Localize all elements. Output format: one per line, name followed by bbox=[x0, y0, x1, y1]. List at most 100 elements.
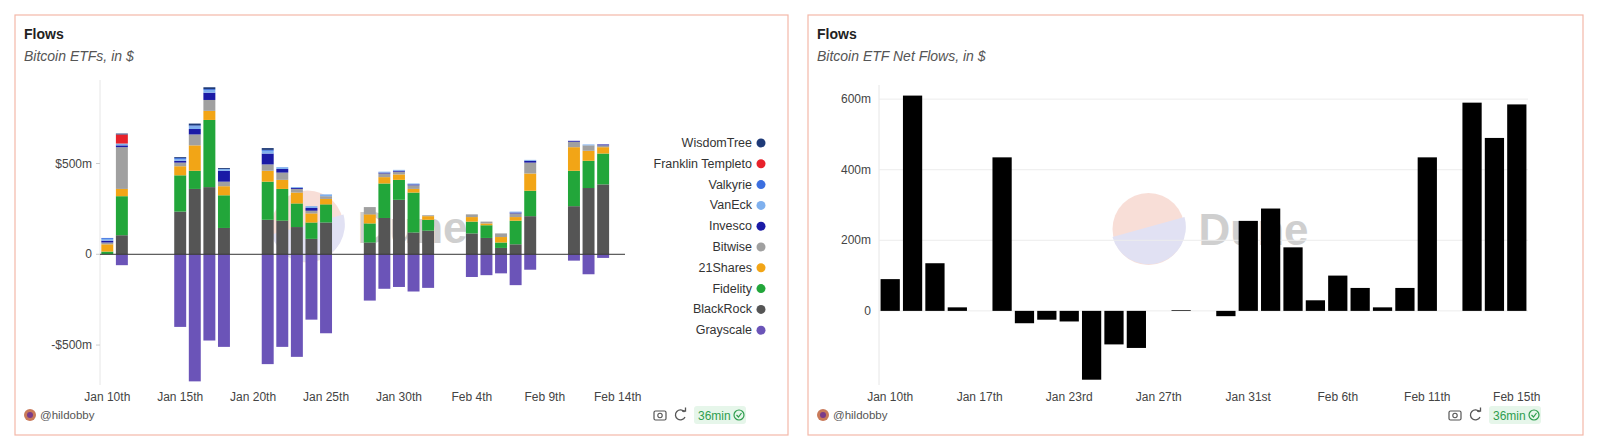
bar-segment bbox=[203, 120, 215, 187]
bar-segment bbox=[378, 218, 390, 254]
bar-segment bbox=[291, 193, 303, 204]
bar-segment bbox=[510, 244, 522, 254]
bar-segment bbox=[364, 207, 376, 208]
bar-segment bbox=[262, 254, 274, 364]
bar-segment bbox=[276, 180, 288, 189]
legend-swatch bbox=[757, 243, 766, 252]
bar-segment bbox=[524, 159, 536, 160]
bar-segment bbox=[510, 212, 522, 214]
bar-segment bbox=[583, 188, 595, 254]
bar bbox=[1104, 311, 1123, 345]
bar-segment bbox=[480, 221, 492, 222]
bar-segment bbox=[262, 182, 274, 220]
baseline bbox=[100, 254, 625, 255]
status-badge bbox=[1489, 406, 1541, 424]
bar-segment bbox=[568, 140, 580, 141]
bar-segment bbox=[291, 187, 303, 188]
bar-segment bbox=[174, 166, 186, 175]
bar-segment bbox=[480, 238, 492, 254]
y-tick-label: $500m bbox=[55, 157, 92, 171]
bar-segment bbox=[364, 207, 376, 208]
legend-swatch bbox=[757, 222, 766, 231]
legend-swatch bbox=[757, 180, 766, 189]
x-tick-label: Feb 14th bbox=[594, 390, 641, 404]
bar-segment bbox=[524, 159, 536, 160]
bar bbox=[1216, 311, 1235, 316]
bar-segment bbox=[480, 221, 492, 222]
bar-segment bbox=[378, 254, 390, 288]
tick-mark bbox=[96, 345, 100, 346]
bar-segment bbox=[408, 185, 420, 189]
bar-segment bbox=[510, 211, 522, 212]
bar-segment bbox=[422, 216, 434, 220]
refresh-icon bbox=[1477, 408, 1481, 412]
status-text: 36min bbox=[1493, 409, 1526, 423]
bar-segment bbox=[524, 163, 536, 174]
status-icon bbox=[1532, 413, 1537, 417]
bar-segment bbox=[422, 215, 434, 216]
bar-segment bbox=[393, 169, 405, 170]
bar-segment bbox=[116, 144, 128, 146]
bar-segment bbox=[466, 214, 478, 215]
bar-segment bbox=[203, 93, 215, 100]
bar-segment bbox=[583, 151, 595, 161]
bar-segment bbox=[568, 147, 580, 171]
legend-swatch bbox=[757, 326, 766, 335]
legend-swatch bbox=[757, 201, 766, 210]
x-tick-label: Jan 10th bbox=[84, 390, 130, 404]
bar-segment bbox=[262, 148, 274, 150]
bar-segment bbox=[422, 215, 434, 216]
bar-segment bbox=[597, 147, 609, 153]
bar-segment bbox=[291, 254, 303, 357]
bar-segment bbox=[218, 169, 230, 171]
bar-segment bbox=[480, 225, 492, 238]
bar-segment bbox=[291, 227, 303, 254]
camera-icon[interactable] bbox=[654, 411, 666, 420]
camera-icon[interactable] bbox=[1449, 411, 1461, 420]
bar bbox=[1373, 307, 1392, 311]
bar-segment bbox=[116, 254, 128, 265]
bar-segment bbox=[568, 140, 580, 141]
bar-segment bbox=[276, 167, 288, 168]
legend-label: Franklin Templeto bbox=[654, 157, 752, 171]
avatar bbox=[27, 412, 33, 418]
legend-swatch bbox=[757, 305, 766, 314]
bar-segment bbox=[218, 182, 230, 187]
bar-segment bbox=[495, 233, 507, 234]
bar-segment bbox=[495, 237, 507, 242]
bar-segment bbox=[218, 168, 230, 170]
bar-segment bbox=[378, 172, 390, 174]
bar-segment bbox=[408, 183, 420, 184]
bar-segment bbox=[189, 254, 201, 381]
bar-segment bbox=[597, 144, 609, 145]
bar-segment bbox=[583, 144, 595, 145]
legend-label: 21Shares bbox=[698, 261, 752, 275]
bar-segment bbox=[174, 158, 186, 160]
bar-segment bbox=[393, 169, 405, 170]
watermark bbox=[1113, 193, 1186, 265]
card bbox=[808, 15, 1583, 435]
bar-segment bbox=[524, 161, 536, 163]
bar-segment bbox=[480, 254, 492, 275]
legend-label: Bitwise bbox=[712, 240, 752, 254]
bar-segment bbox=[320, 223, 332, 255]
bar-segment bbox=[364, 207, 376, 208]
bar-segment bbox=[305, 206, 317, 207]
bar-segment bbox=[218, 228, 230, 254]
bar-segment bbox=[276, 167, 288, 168]
bar-segment bbox=[466, 217, 478, 222]
bar-segment bbox=[203, 111, 215, 120]
bar-segment bbox=[408, 183, 420, 184]
bar-segment bbox=[305, 239, 317, 254]
legend-label: Invesco bbox=[709, 219, 752, 233]
bar-segment bbox=[203, 254, 215, 340]
avatar bbox=[24, 409, 36, 421]
bar-segment bbox=[422, 215, 434, 216]
bar-segment bbox=[203, 90, 215, 93]
bar-segment bbox=[495, 233, 507, 234]
bar-segment bbox=[597, 145, 609, 147]
bar-segment bbox=[466, 233, 478, 254]
bar-segment bbox=[568, 140, 580, 141]
bar-segment bbox=[393, 200, 405, 254]
bar bbox=[948, 307, 967, 311]
